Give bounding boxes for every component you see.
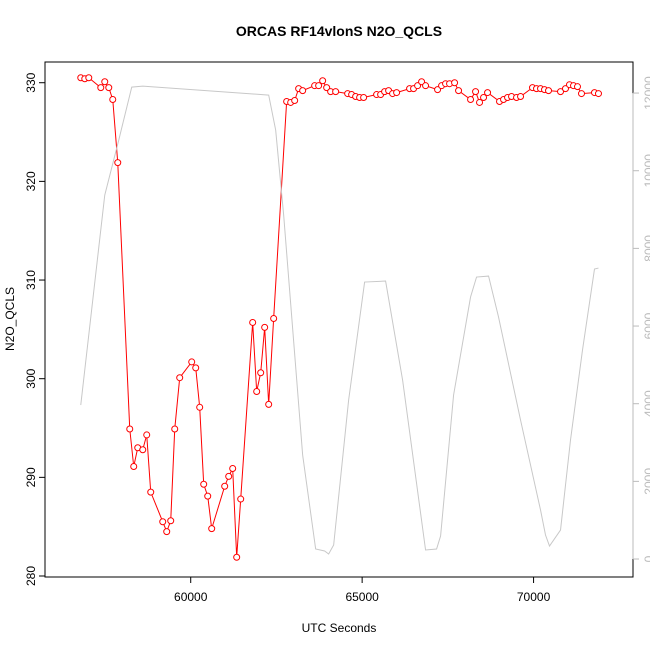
data-point [261,323,269,331]
data-point [105,84,113,92]
data-point [188,358,196,366]
data-point [476,98,484,106]
y-tick-label: 290 [24,467,38,487]
data-point [221,482,229,490]
data-point [163,528,171,536]
plot-frame [44,61,634,578]
data-point [360,94,368,102]
data-point [167,517,175,525]
x-axis-label: UTC Seconds [302,621,377,635]
data-point [139,446,147,454]
data-point [208,525,216,533]
y-tick-label: 310 [24,270,38,290]
data-point [176,374,184,382]
data-point [237,495,245,503]
data-point [200,480,208,488]
y2-tick-label: 10000 [642,154,650,188]
y2-tick-label: 6000 [642,312,650,339]
data-point [545,87,553,95]
data-point [270,315,278,323]
data-point [561,85,569,93]
data-point [130,463,138,471]
data-point [393,89,401,97]
data-point [332,88,340,96]
series-line [80,85,599,555]
data-point [573,83,581,91]
data-point [557,88,565,96]
y2-tick-label: 2000 [642,468,650,495]
data-point [126,425,134,433]
x-tick-label: 70000 [517,590,551,604]
data-point [517,93,525,101]
data-point [422,82,430,90]
x-tick-label: 65000 [345,590,379,604]
data-point [472,88,480,96]
y-tick-label: 320 [24,171,38,191]
y2-tick-label: 8000 [642,235,650,262]
data-point [480,94,488,102]
y2-tick-label: 12000 [642,76,650,110]
data-point [229,464,237,472]
data-point [414,82,422,90]
data-point [265,400,273,408]
data-point [114,159,122,167]
y-tick-label: 330 [24,72,38,92]
data-point [97,84,105,92]
data-point [434,86,442,94]
data-point [109,95,117,103]
data-point [467,95,475,103]
data-point [171,425,179,433]
data-point [319,77,327,85]
y2-tick-label: 0 [642,555,650,562]
data-point [253,388,261,396]
y-tick-label: 300 [24,368,38,388]
data-point [257,369,265,377]
data-point [196,403,204,411]
data-point [147,488,155,496]
data-point [192,364,200,372]
data-point [225,472,233,480]
data-point [233,553,241,561]
data-point [594,90,602,98]
chart-title: ORCAS RF14vlonS N2O_QCLS [236,23,442,39]
data-point [249,318,257,326]
data-point [451,79,459,87]
data-point [455,87,463,95]
y-axis-label: N2O_QCLS [3,287,17,351]
data-point [143,431,151,439]
data-point [159,518,167,526]
y-tick-label: 280 [24,566,38,586]
data-point [578,90,586,98]
x-tick-label: 60000 [174,590,208,604]
y2-tick-label: 4000 [642,390,650,417]
data-point [484,89,492,97]
data-point [291,96,299,104]
data-point [315,82,323,90]
data-point [101,78,109,86]
data-point [85,74,93,82]
data-point [204,492,212,500]
data-point [299,87,307,95]
